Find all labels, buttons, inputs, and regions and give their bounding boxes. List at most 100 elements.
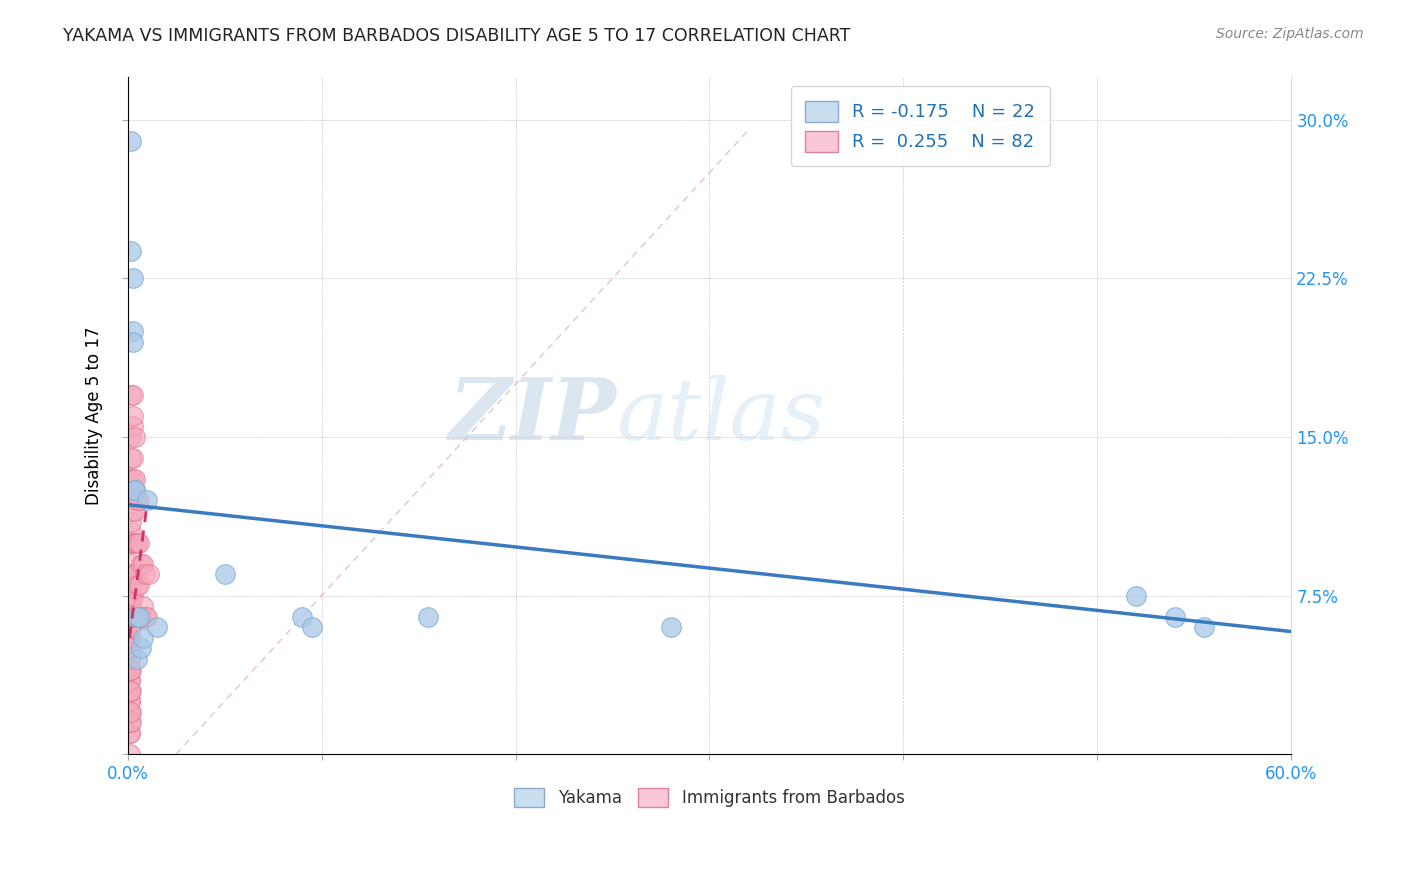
Point	[132, 557, 155, 571]
Point	[136, 493, 159, 508]
Point	[1192, 620, 1215, 634]
Point	[121, 557, 143, 571]
Point	[124, 567, 146, 582]
Point	[136, 609, 159, 624]
Point	[118, 663, 141, 677]
Point	[118, 652, 141, 666]
Point	[121, 663, 143, 677]
Point	[118, 620, 141, 634]
Point	[122, 324, 145, 338]
Point	[122, 535, 145, 549]
Point	[129, 557, 152, 571]
Point	[214, 567, 236, 582]
Point	[118, 641, 141, 656]
Point	[122, 504, 145, 518]
Text: atlas: atlas	[616, 375, 825, 458]
Point	[127, 609, 149, 624]
Point	[118, 683, 141, 698]
Point	[124, 472, 146, 486]
Point	[127, 609, 149, 624]
Point	[121, 705, 143, 719]
Point	[129, 641, 152, 656]
Point	[121, 620, 143, 634]
Point	[118, 726, 141, 740]
Point	[121, 387, 143, 401]
Y-axis label: Disability Age 5 to 17: Disability Age 5 to 17	[86, 326, 103, 505]
Point	[138, 567, 160, 582]
Point	[122, 472, 145, 486]
Point	[118, 663, 141, 677]
Point	[122, 271, 145, 285]
Point	[129, 609, 152, 624]
Text: Source: ZipAtlas.com: Source: ZipAtlas.com	[1216, 27, 1364, 41]
Point	[124, 535, 146, 549]
Point	[122, 451, 145, 466]
Point	[121, 578, 143, 592]
Point	[118, 652, 141, 666]
Point	[145, 620, 167, 634]
Point	[121, 134, 143, 148]
Point	[118, 663, 141, 677]
Point	[118, 705, 141, 719]
Point	[121, 715, 143, 730]
Point	[118, 609, 141, 624]
Point	[118, 641, 141, 656]
Point	[118, 631, 141, 645]
Point	[118, 715, 141, 730]
Point	[128, 535, 150, 549]
Point	[1125, 589, 1147, 603]
Point	[121, 515, 143, 529]
Point	[132, 599, 155, 614]
Point	[128, 609, 150, 624]
Point	[121, 525, 143, 540]
Point	[134, 609, 156, 624]
Point	[124, 504, 146, 518]
Point	[118, 631, 141, 645]
Point	[127, 535, 149, 549]
Point	[122, 589, 145, 603]
Point	[134, 567, 156, 582]
Point	[128, 609, 150, 624]
Point	[121, 589, 143, 603]
Point	[659, 620, 682, 634]
Point	[122, 609, 145, 624]
Point	[121, 599, 143, 614]
Point	[291, 609, 314, 624]
Point	[118, 663, 141, 677]
Text: ZIP: ZIP	[449, 374, 616, 458]
Point	[118, 726, 141, 740]
Point	[121, 535, 143, 549]
Point	[122, 334, 145, 349]
Point	[121, 451, 143, 466]
Point	[124, 483, 146, 497]
Point	[118, 673, 141, 688]
Point	[301, 620, 323, 634]
Point	[127, 493, 149, 508]
Point	[118, 620, 141, 634]
Point	[118, 631, 141, 645]
Point	[128, 493, 150, 508]
Point	[118, 673, 141, 688]
Point	[118, 599, 141, 614]
Text: YAKAMA VS IMMIGRANTS FROM BARBADOS DISABILITY AGE 5 TO 17 CORRELATION CHART: YAKAMA VS IMMIGRANTS FROM BARBADOS DISAB…	[63, 27, 851, 45]
Point	[127, 652, 149, 666]
Point	[121, 567, 143, 582]
Point	[118, 694, 141, 708]
Point	[121, 430, 143, 444]
Point	[118, 694, 141, 708]
Point	[122, 387, 145, 401]
Point	[128, 578, 150, 592]
Point	[121, 641, 143, 656]
Point	[121, 683, 143, 698]
Point	[1164, 609, 1187, 624]
Point	[118, 663, 141, 677]
Point	[127, 578, 149, 592]
Point	[121, 244, 143, 258]
Point	[118, 747, 141, 762]
Point	[118, 683, 141, 698]
Point	[121, 493, 143, 508]
Point	[122, 567, 145, 582]
Point	[118, 705, 141, 719]
Point	[118, 641, 141, 656]
Point	[122, 409, 145, 423]
